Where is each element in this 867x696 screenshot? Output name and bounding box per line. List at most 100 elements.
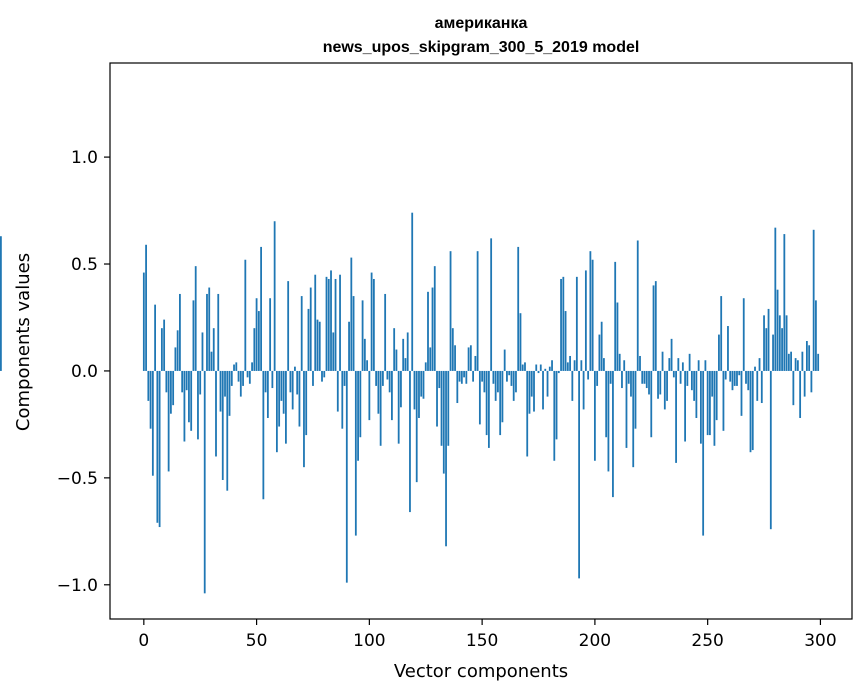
bar-115 — [402, 338, 405, 371]
bar-238 — [679, 370, 682, 384]
bar-22 — [192, 300, 195, 371]
bar-299 — [817, 353, 820, 371]
bar-225 — [650, 370, 653, 438]
bar-276 — [765, 328, 768, 371]
bar-283 — [781, 328, 783, 371]
bar-112 — [395, 349, 398, 371]
bar-66 — [291, 370, 294, 410]
bar-251 — [709, 370, 711, 436]
bar-28 — [206, 293, 208, 371]
bar-156 — [494, 370, 497, 401]
bar-48 — [251, 362, 253, 371]
bar-49 — [253, 328, 256, 371]
bar-65 — [289, 370, 292, 393]
bar-45 — [244, 259, 247, 371]
bar-120 — [413, 370, 416, 410]
bar-204 — [603, 358, 605, 371]
bar-63 — [285, 370, 287, 444]
chart-title: американка — [435, 15, 528, 32]
bar-98 — [363, 338, 366, 371]
bar-121 — [415, 370, 418, 483]
bar-192 — [575, 276, 578, 371]
y-axis-ticks: −1.0 −0.5 0.0 0.5 1.0 — [57, 148, 110, 596]
bar-268 — [747, 370, 750, 391]
bar-165 — [515, 370, 517, 393]
bar-21 — [190, 370, 193, 431]
bar-20 — [188, 370, 190, 423]
x-tick-label: 250 — [691, 631, 723, 651]
bar-56 — [269, 298, 272, 371]
bar-260 — [729, 370, 732, 382]
bar-111 — [393, 328, 396, 371]
bar-237 — [677, 358, 680, 371]
bar-252 — [711, 370, 714, 397]
bar-160 — [503, 349, 506, 371]
bar-187 — [564, 311, 567, 371]
bar-42 — [237, 370, 240, 382]
bar-31 — [212, 328, 215, 371]
bar-294 — [805, 341, 808, 371]
bar-206 — [607, 370, 610, 472]
y-tick-label: −1.0 — [57, 576, 98, 596]
bar-100 — [368, 370, 371, 421]
bar-250 — [706, 370, 709, 436]
bar-185 — [560, 278, 562, 371]
bar-170 — [526, 370, 529, 457]
bar-16 — [179, 293, 181, 371]
bar-284 — [783, 234, 786, 371]
bar-101 — [370, 272, 373, 371]
x-tick-label: 200 — [579, 631, 611, 651]
bar-279 — [772, 334, 774, 371]
bar-0 — [142, 272, 145, 371]
bar-81 — [325, 276, 328, 371]
bar-145 — [469, 345, 472, 371]
bar-292 — [801, 351, 804, 371]
x-axis-ticks: 0 50 100 150 200 250 300 — [138, 619, 837, 651]
bar-146 — [472, 370, 474, 382]
bar-72 — [305, 370, 308, 436]
bar-23 — [194, 266, 197, 371]
bar-300 — [0, 236, 2, 371]
bar-74 — [309, 287, 312, 371]
bar-126 — [427, 291, 429, 371]
bar-11 — [167, 370, 170, 472]
bar-136 — [449, 251, 452, 371]
bar-171 — [528, 370, 531, 414]
bar-159 — [501, 370, 504, 423]
bar-200 — [593, 370, 596, 461]
bar-161 — [506, 370, 508, 382]
bar-128 — [431, 287, 434, 371]
bar-224 — [648, 370, 650, 395]
bar-104 — [377, 370, 380, 414]
bar-275 — [763, 315, 765, 371]
bar-219 — [636, 240, 639, 371]
bar-53 — [262, 370, 265, 500]
bar-253 — [713, 370, 716, 446]
bar-60 — [278, 370, 281, 427]
bar-135 — [447, 370, 450, 446]
bar-184 — [557, 370, 560, 374]
bar-79 — [321, 370, 323, 382]
bar-46 — [246, 370, 249, 378]
bar-6 — [156, 370, 159, 523]
bar-134 — [445, 370, 447, 547]
bar-289 — [794, 358, 797, 371]
y-axis-label: Components values — [13, 253, 34, 431]
bar-195 — [582, 370, 585, 410]
bar-265 — [740, 370, 743, 416]
bar-207 — [609, 370, 612, 384]
bar-129 — [433, 266, 436, 371]
bar-154 — [490, 238, 493, 371]
bar-61 — [280, 370, 283, 401]
bar-143 — [465, 370, 468, 384]
y-tick-label: 1.0 — [71, 148, 98, 168]
bar-99 — [366, 360, 368, 371]
bar-211 — [618, 353, 621, 371]
bar-166 — [517, 246, 520, 371]
bar-261 — [731, 370, 734, 391]
bar-14 — [174, 347, 177, 371]
bar-140 — [458, 370, 461, 382]
bar-35 — [221, 370, 224, 480]
bar-147 — [474, 355, 477, 371]
